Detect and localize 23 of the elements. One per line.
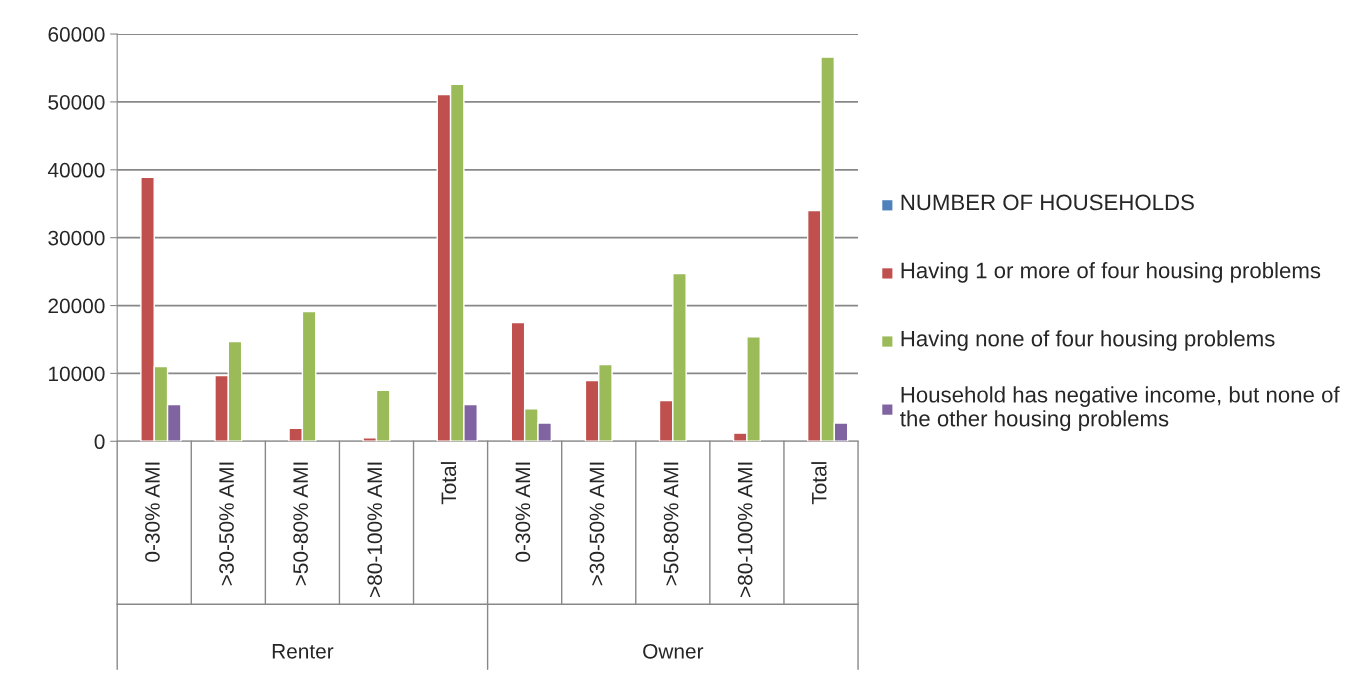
y-tick-label: 50000	[48, 94, 105, 110]
x-tick-label: Total	[811, 462, 827, 505]
x-tick-label: 0-30% AMI	[515, 462, 531, 562]
y-tick-label: 60000	[48, 27, 105, 42]
x-tick-label: >80-100% AMI	[737, 462, 753, 597]
y-tick-label: 30000	[48, 230, 105, 246]
x-tick-label: >50-80% AMI	[293, 462, 308, 586]
text: Owner	[643, 643, 704, 659]
y-tick-label: 40000	[47, 162, 105, 178]
legend-label: Having none of four housing problems	[901, 330, 1275, 351]
x-tick-label: >30-50% AMI	[219, 462, 234, 586]
x-tick-label: >30-50% AMI	[589, 462, 605, 586]
y-tick-label: 0	[94, 434, 105, 450]
y-tick-label: 20000	[48, 298, 105, 314]
text: Renter	[272, 644, 334, 659]
x-tick-label: >80-100% AMI	[367, 462, 383, 597]
y-tick-label: 10000	[49, 366, 105, 382]
x-tick-label: Total	[440, 462, 457, 505]
x-tick-label: 0-30% AMI	[145, 462, 160, 562]
legend-label: NUMBER OF HOUSEHOLDS	[901, 194, 1194, 211]
legend-label: Household has negative income, but none of the other housing problems	[900, 386, 1340, 431]
legend-label: Having 1 or more of four housing problems	[901, 262, 1321, 283]
x-tick-label: >50-80% AMI	[663, 462, 679, 586]
